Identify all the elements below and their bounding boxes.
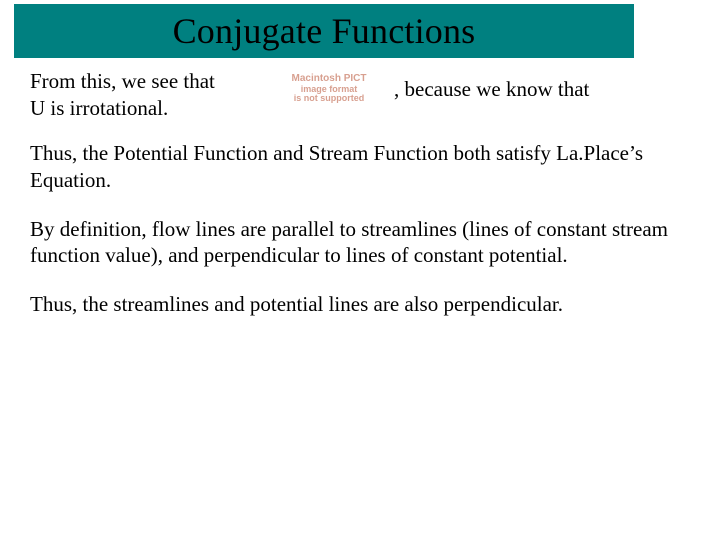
slide-title: Conjugate Functions <box>173 10 476 52</box>
intro-left-line2: U is irrotational. <box>30 96 168 120</box>
paragraph-2: By definition, flow lines are parallel t… <box>30 216 690 270</box>
pict-line-3: is not supported <box>294 94 365 103</box>
intro-left-text: From this, we see that U is irrotational… <box>30 68 270 122</box>
intro-left-line1: From this, we see that <box>30 69 215 93</box>
slide-body: From this, we see that U is irrotational… <box>0 58 720 318</box>
title-bar: Conjugate Functions <box>14 4 634 58</box>
paragraph-1: Thus, the Potential Function and Stream … <box>30 140 690 194</box>
missing-image-placeholder: Macintosh PICT image format is not suppo… <box>270 68 388 110</box>
paragraph-3: Thus, the streamlines and potential line… <box>30 291 690 318</box>
intro-right-text: , because we know that <box>388 68 589 103</box>
intro-row: From this, we see that U is irrotational… <box>30 68 690 122</box>
